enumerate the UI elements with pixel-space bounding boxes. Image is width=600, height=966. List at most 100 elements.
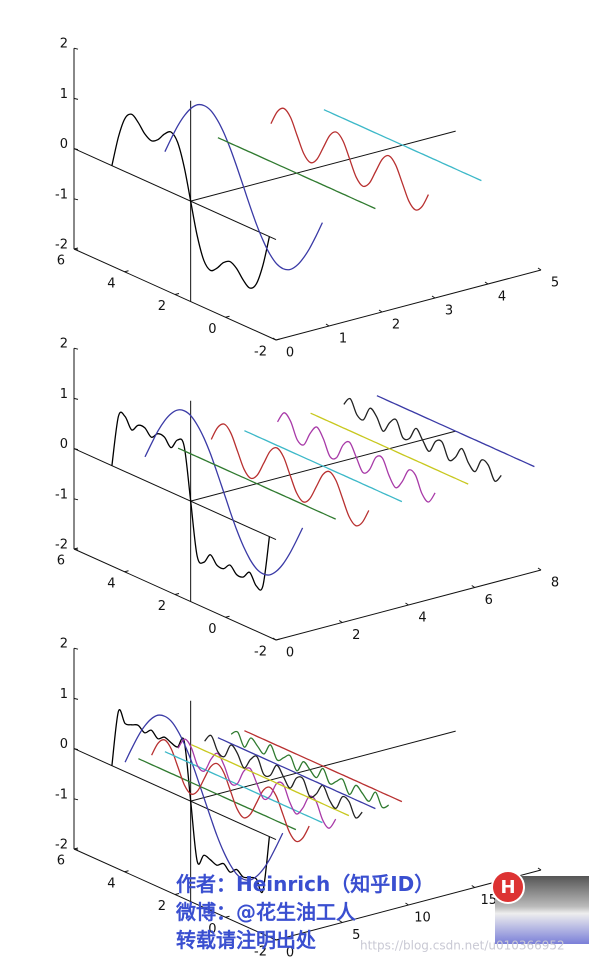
series-line [111, 709, 271, 894]
y-tick-label: 2 [158, 899, 166, 914]
x-tick-label: 15 [480, 893, 497, 908]
y-tick-label: 6 [57, 254, 65, 269]
plot-panel: 0 1 2 3 4 5 6 4 2 0 -2 -2 -1 0 1 2 [55, 37, 559, 361]
series-line [191, 744, 350, 817]
x-tick-label: 2 [392, 318, 400, 333]
series-line [230, 730, 390, 809]
z-tick [73, 697, 79, 700]
z-tick-label: 2 [60, 337, 68, 352]
y-tick [124, 870, 129, 873]
z-tick-label: 2 [60, 637, 68, 652]
z-tick [73, 198, 79, 201]
x-tick-label: 0 [286, 946, 294, 961]
series-line [164, 103, 323, 271]
y-tick [225, 615, 230, 618]
z-tick [73, 647, 79, 650]
z-tick-label: 1 [60, 87, 68, 102]
x-tick-label: 0 [286, 346, 294, 361]
x-tick [537, 867, 542, 871]
y-tick-label: 2 [158, 299, 166, 314]
z-tick-label: 0 [60, 437, 68, 452]
plots: 0 1 2 3 4 5 6 4 2 0 -2 -2 -1 0 1 2 0 2 4 6 8 6 4 2 0 -2 -2 -1 0 1 2 0 5 1… [55, 37, 563, 961]
series-line [276, 412, 436, 503]
series-line [244, 430, 403, 503]
y-tick [174, 293, 180, 295]
watermark-line: 作者：Heinrich（知乎ID） [176, 872, 434, 896]
z-tick-label: -1 [55, 787, 68, 802]
z-tick [73, 498, 79, 501]
series-line [151, 739, 310, 843]
y-tick-label: 4 [107, 576, 115, 591]
series-line [343, 397, 502, 482]
z-tick [73, 848, 79, 851]
reference-line [73, 448, 277, 541]
z-tick-label: -2 [55, 838, 68, 853]
series-line [217, 737, 376, 810]
y-tick [174, 593, 180, 595]
series-line [376, 395, 535, 468]
x-tick [431, 295, 436, 299]
series-line [244, 730, 403, 803]
series-line [210, 423, 370, 527]
y-tick [225, 315, 230, 318]
x-tick [272, 937, 277, 941]
x-tick-label: 6 [485, 593, 493, 608]
logo-badge [491, 870, 525, 904]
x-tick-label: 1 [339, 332, 347, 347]
logo-letter: H [500, 877, 515, 898]
z-tick-label: 0 [60, 737, 68, 752]
z-tick [73, 798, 79, 801]
x-tick-label: 5 [551, 276, 559, 291]
x-tick [325, 323, 330, 327]
watermark-line: 微博：@花生油工人 [175, 900, 357, 924]
y-tick [225, 915, 230, 918]
y-tick-label: 2 [158, 599, 166, 614]
z-tick [73, 548, 79, 551]
x-tick [484, 281, 489, 285]
y-tick [275, 938, 281, 941]
z-tick-label: 0 [60, 137, 68, 152]
z-tick-label: -1 [55, 187, 68, 202]
series-line [144, 409, 304, 576]
y-tick-label: 0 [208, 622, 216, 637]
x-tick-label: 5 [352, 928, 360, 943]
x-tick [471, 885, 476, 888]
series-line [124, 714, 284, 881]
x-tick-label: 4 [418, 611, 426, 626]
y-tick-label: -2 [254, 645, 267, 660]
series-line [111, 411, 271, 591]
y-tick-label: 6 [57, 554, 65, 569]
x-tick [338, 920, 343, 923]
x-tick-label: 10 [414, 911, 431, 926]
watermark: H 作者：Heinrich（知乎ID） 微博：@花生油工人 转载请注明出处 ht… [175, 870, 589, 953]
y-tick-label: -2 [254, 345, 267, 360]
plot-panel: 0 2 4 6 8 6 4 2 0 -2 -2 -1 0 1 2 [55, 337, 559, 661]
series-line [323, 109, 482, 182]
z-tick-label: -2 [55, 238, 68, 253]
z-tick [73, 248, 79, 251]
series-line [164, 751, 323, 824]
series-line [217, 137, 376, 210]
x-tick-label: 2 [352, 628, 360, 643]
x-tick [272, 337, 277, 341]
y-tick-label: 0 [208, 922, 216, 937]
x-tick [338, 620, 343, 623]
series-line [204, 734, 363, 819]
z-tick-label: -2 [55, 538, 68, 553]
y-tick [275, 638, 281, 641]
reference-line [73, 148, 277, 241]
y-tick [174, 893, 180, 895]
y-tick [124, 270, 129, 273]
z-tick-label: 1 [60, 687, 68, 702]
x-tick [378, 309, 383, 313]
x-tick [537, 267, 542, 271]
series-line [270, 107, 429, 211]
z-tick-label: -1 [55, 487, 68, 502]
y-tick-label: 0 [208, 322, 216, 337]
y-tick-label: -2 [254, 945, 267, 960]
watermark-url: https://blog.csdn.net/u010366952 [360, 939, 565, 953]
z-tick [73, 97, 79, 100]
